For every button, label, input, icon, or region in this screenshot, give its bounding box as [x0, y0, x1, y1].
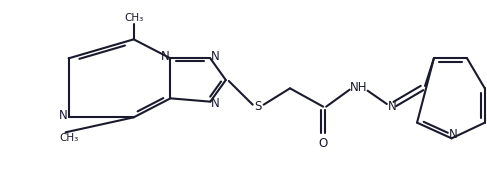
Text: O: O — [318, 137, 328, 150]
Text: CH₃: CH₃ — [124, 13, 143, 23]
Text: N: N — [161, 50, 170, 63]
Text: N: N — [449, 128, 458, 141]
Text: S: S — [254, 100, 262, 113]
Text: N: N — [211, 50, 220, 63]
Text: CH₃: CH₃ — [59, 133, 79, 143]
Text: NH: NH — [350, 81, 367, 94]
Text: N: N — [59, 109, 68, 122]
Text: N: N — [388, 100, 396, 112]
Text: N: N — [211, 97, 220, 110]
